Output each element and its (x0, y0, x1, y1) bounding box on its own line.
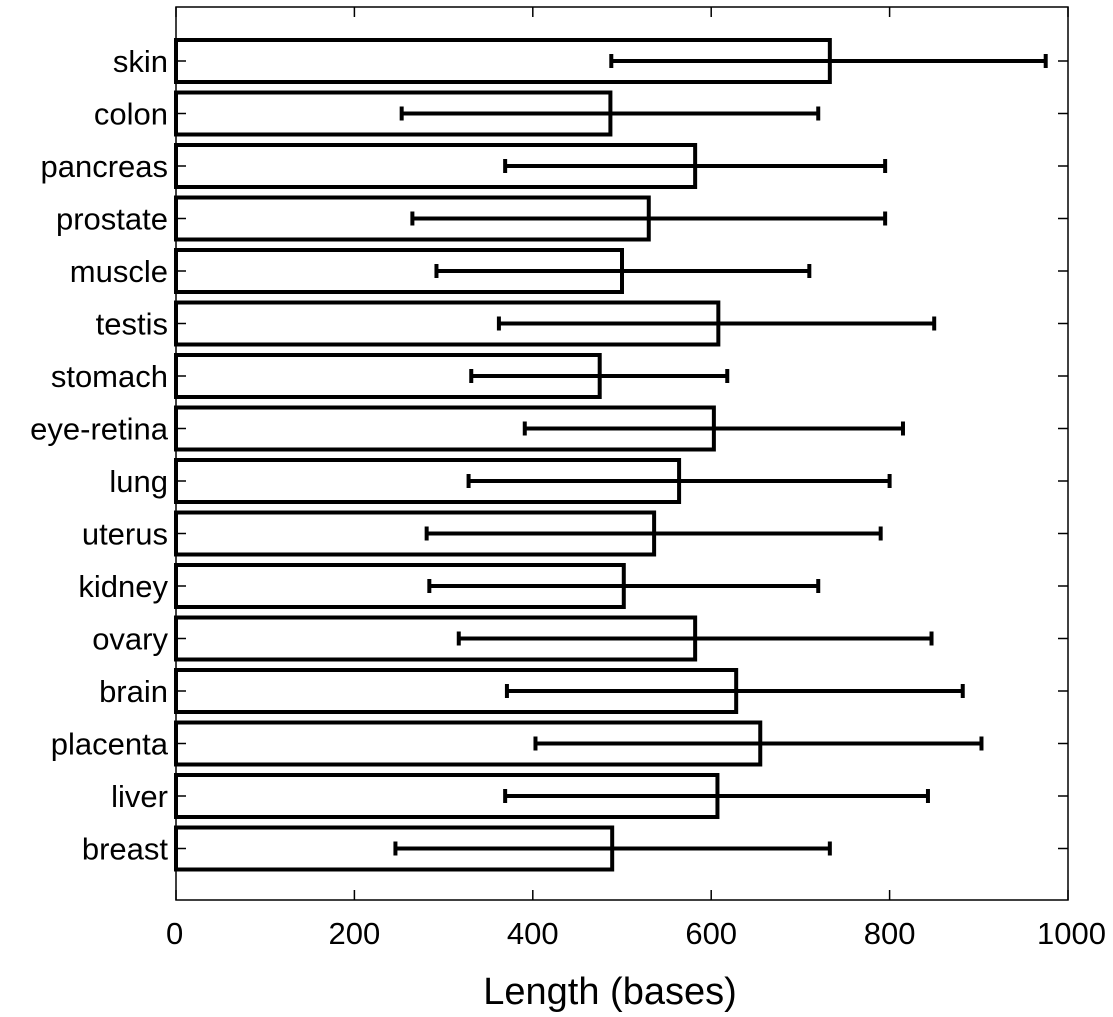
x-tick-label: 200 (329, 916, 381, 951)
y-tick-label: liver (111, 779, 168, 814)
error-bars-layer (393, 54, 1048, 856)
x-tick-label: 0 (166, 916, 183, 951)
x-tick-label: 800 (864, 916, 916, 951)
y-tick-label: uterus (82, 517, 168, 552)
y-tick-label: eye-retina (30, 412, 169, 447)
x-axis-title: Length (bases) (483, 971, 737, 1013)
y-tick-label: breast (82, 832, 169, 867)
y-tick-label: colon (94, 97, 168, 132)
x-tick-label: 600 (685, 916, 737, 951)
x-tick-label: 400 (507, 916, 559, 951)
y-tick-label: stomach (51, 359, 168, 394)
y-tick-label: pancreas (40, 149, 168, 184)
y-tick-label: brain (99, 674, 168, 709)
y-tick-label: skin (113, 44, 168, 79)
y-tick-label: placenta (51, 727, 169, 762)
y-tick-label: ovary (92, 622, 168, 657)
axes-layer (175, 6, 1069, 901)
y-tick-label: lung (109, 464, 168, 499)
y-tick-label: muscle (70, 254, 168, 289)
y-tick-label: prostate (56, 202, 168, 237)
labels-layer: skin colon pancreas prostate muscle testis sto… (30, 44, 1106, 951)
y-tick-label: kidney (78, 569, 168, 604)
plot-frame (175, 6, 1069, 901)
x-tick-label: 1000 (1037, 916, 1106, 951)
y-tick-label: testis (96, 307, 168, 342)
